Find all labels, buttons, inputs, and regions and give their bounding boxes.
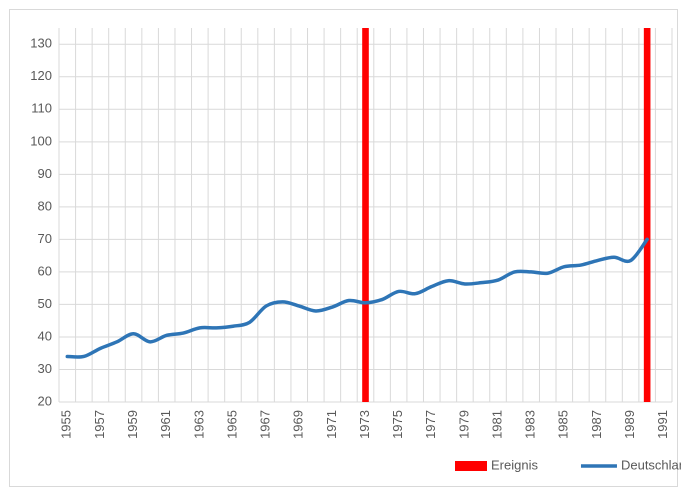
x-tick-label: 1981 <box>489 410 504 439</box>
data-line <box>65 237 649 359</box>
x-tick-label: 1991 <box>655 410 670 439</box>
legend-label: Ereignis <box>491 457 538 472</box>
x-tick-label: 1965 <box>224 410 239 439</box>
x-tick-label: 1977 <box>423 410 438 439</box>
y-tick-label: 70 <box>38 231 52 246</box>
x-tick-label: 1987 <box>589 410 604 439</box>
x-tick-label: 1971 <box>324 410 339 439</box>
x-tick-label: 1985 <box>556 410 571 439</box>
y-tick-label: 110 <box>31 101 52 116</box>
y-tick-label: 20 <box>38 393 52 408</box>
x-tick-label: 1961 <box>158 410 173 439</box>
x-tick-label: 1967 <box>258 410 273 439</box>
y-tick-label: 80 <box>38 198 52 213</box>
y-tick-label: 50 <box>38 296 52 311</box>
y-tick-label: 60 <box>38 263 52 278</box>
y-tick-label: 100 <box>30 133 52 148</box>
x-tick-label: 1979 <box>456 410 471 439</box>
y-tick-label: 90 <box>38 166 52 181</box>
chart-frame <box>9 9 678 487</box>
x-tick-label: 1983 <box>523 410 538 439</box>
legend-swatch <box>455 461 487 471</box>
y-tick-label: 40 <box>38 328 52 343</box>
x-tick-label: 1973 <box>357 410 372 439</box>
x-tick-label: 1963 <box>191 410 206 439</box>
event-bar <box>362 28 369 402</box>
x-tick-label: 1975 <box>390 410 405 439</box>
x-tick-label: 1989 <box>622 410 637 439</box>
legend-label: Deutschland <box>621 457 681 472</box>
event-bar <box>643 28 651 402</box>
x-tick-label: 1969 <box>291 410 306 439</box>
y-tick-label: 120 <box>30 68 52 83</box>
y-tick-label: 130 <box>30 36 52 51</box>
x-tick-label: 1955 <box>59 410 74 439</box>
x-tick-label: 1959 <box>125 410 140 439</box>
x-tick-label: 1957 <box>92 410 107 439</box>
y-tick-label: 30 <box>38 361 52 376</box>
